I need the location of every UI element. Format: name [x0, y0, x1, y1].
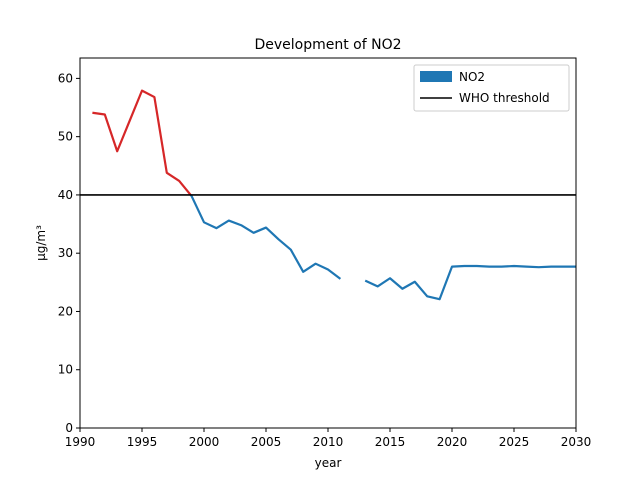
x-axis-ticks: 1990 1995 2000 2005 2010 2015 2020 2025 2030: [65, 428, 592, 449]
x-axis-label: year: [315, 456, 342, 470]
y-tick-label-0: 0: [65, 421, 73, 435]
x-tick-label-2030: 2030: [561, 435, 592, 449]
x-tick-label-2005: 2005: [251, 435, 282, 449]
legend-label-no2: NO2: [459, 70, 485, 84]
x-tick-label-1990: 1990: [65, 435, 96, 449]
y-tick-label-60: 60: [58, 71, 73, 85]
series-line-no2-segment-0-part-1: [189, 194, 342, 280]
x-tick-label-1995: 1995: [127, 435, 158, 449]
y-axis-label: µg/m³: [34, 225, 48, 261]
chart-title: Development of NO2: [254, 37, 401, 53]
legend: NO2 WHO threshold: [413, 64, 570, 112]
x-tick-label-2020: 2020: [437, 435, 468, 449]
x-tick-label-2015: 2015: [375, 435, 406, 449]
y-axis-ticks: 0 10 20 30 40 50 60: [58, 71, 80, 435]
x-tick-label-2025: 2025: [499, 435, 530, 449]
y-tick-label-40: 40: [58, 188, 73, 202]
plot-lines: [92, 89, 576, 301]
y-tick-label-30: 30: [58, 246, 73, 260]
series-line-no2-segment-0-part-0: [92, 89, 192, 196]
legend-label-who-threshold: WHO threshold: [459, 91, 550, 105]
x-tick-label-2000: 2000: [189, 435, 220, 449]
y-tick-label-20: 20: [58, 304, 73, 318]
series-line-no2-segment-1-part-0: [364, 264, 576, 301]
y-tick-label-50: 50: [58, 130, 73, 144]
legend-swatch-no2: [420, 71, 452, 82]
y-tick-label-10: 10: [58, 363, 73, 377]
legend-box: [413, 64, 570, 112]
x-tick-label-2010: 2010: [313, 435, 344, 449]
